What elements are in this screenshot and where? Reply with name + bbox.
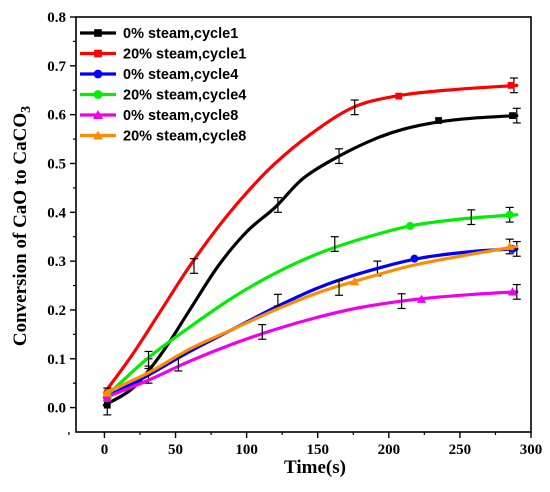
legend-label: 20% steam,cycle8 [123,129,246,145]
data-point [102,393,112,402]
legend-marker [93,110,103,119]
legend-label: 20% steam,cycle1 [123,47,246,63]
data-point [103,401,111,409]
series-3 [102,240,521,402]
x-tick-label: 50 [168,442,183,458]
y-tick-label: 0.8 [47,10,66,26]
data-point [102,388,112,397]
y-tick-label: 0.1 [47,352,66,368]
data-point [350,277,360,286]
legend-marker [93,90,103,99]
y-tick-label: 0.0 [47,401,66,417]
series-line [102,290,519,400]
x-tick-label: 250 [449,442,472,458]
data-point [505,241,515,251]
legend-marker [94,49,102,58]
data-point [505,210,514,219]
data-point [395,92,403,100]
x-tick-label: 150 [306,442,329,458]
legend-marker [93,130,103,140]
data-point [416,294,427,303]
x-tick-label: 0 [101,442,109,458]
data-point [509,112,516,120]
y-axis-title-main: Conversion of CaO to CaCO [10,113,31,346]
data-point [435,117,442,124]
y-tick-label: 0.5 [47,156,66,172]
data-point [507,81,515,89]
legend-label: 0% steam,cycle1 [123,26,238,42]
y-axis-title: Conversion of CaO to CaCO3 [10,106,34,346]
legend-label: 20% steam,cycle4 [123,88,246,104]
y-axis-title-subscript: 3 [19,106,34,113]
y-tick-label: 0.7 [47,59,66,75]
data-point [406,221,415,230]
y-tick-label: 0.3 [47,254,66,270]
legend-label: 0% steam,cycle4 [123,67,238,83]
series-line [102,83,519,395]
legend: 0% steam,cycle1 20% steam,cycle1 0% steam,… [80,26,246,145]
series-2 [102,77,519,399]
legend-item-1: 0% steam,cycle1 [80,26,238,42]
legend-item-3: 0% steam,cycle4 [80,67,238,83]
axes: 0 50 100 150 200 250 300 0.0 0.1 0.2 0.3 0.4 0.5 0.6 0… [47,10,542,458]
series-line [102,247,519,400]
y-tick-label: 0.4 [47,205,66,221]
legend-item-4: 20% steam,cycle4 [80,88,246,104]
data-point [410,254,419,263]
x-tick-label: 300 [520,442,543,458]
legend-item-2: 20% steam,cycle1 [80,47,246,63]
series-6 [102,238,519,397]
legend-item-5: 0% steam,cycle8 [80,108,238,124]
series-5 [102,283,521,402]
x-tick-label: 200 [378,442,401,458]
legend-marker [93,69,103,79]
legend-label: 0% steam,cycle8 [123,108,238,124]
legend-marker [94,29,102,37]
x-tick-label: 100 [235,442,258,458]
data-point [507,287,518,296]
y-tick-label: 0.6 [47,108,66,124]
series-layer [102,77,521,416]
series-line [102,244,519,395]
plot-frame [75,16,532,433]
x-axis-title: Time(s) [284,457,346,478]
series-1 [102,107,521,416]
legend-item-6: 20% steam,cycle8 [80,129,246,145]
series-line [102,213,519,400]
y-tick-label: 0.2 [47,303,66,319]
